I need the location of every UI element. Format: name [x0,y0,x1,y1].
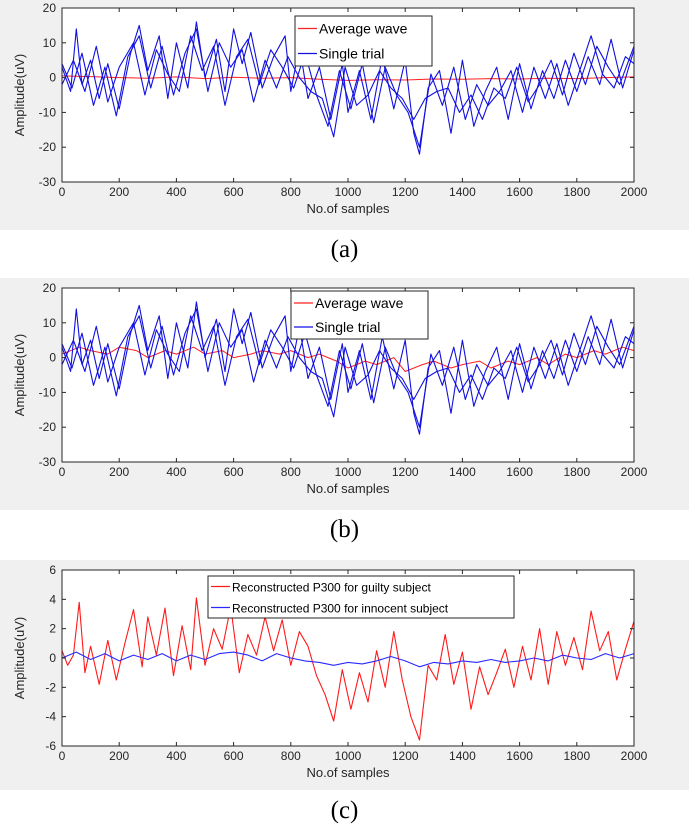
x-axis-label: No.of samples [306,201,390,216]
x-tick-label: 200 [109,749,129,763]
series-line-3 [61,35,635,148]
caption-a: (a) [330,236,359,263]
x-tick-label: 400 [166,465,186,479]
x-tick-label: 0 [59,749,66,763]
chart-a: 0 200 400 600 800 1000 1200 1400 1600 1800 2000-30… [12,1,648,216]
series-line-1 [61,597,635,741]
y-tick-label: 10 [43,316,57,330]
y-tick-label: 20 [43,281,57,295]
y-tick-label: -4 [45,710,56,724]
y-tick-label: -2 [45,680,56,694]
x-tick-label: 200 [109,465,129,479]
series-line-1 [61,75,635,81]
legend-entry: Single trial [319,46,384,62]
x-axis-label: No.of samples [306,765,390,780]
x-tick-label: 2000 [621,185,648,199]
x-tick-label: 400 [166,185,186,199]
y-axis-label: Amplitude(uV) [12,54,27,136]
y-tick-label: -10 [39,105,57,119]
legend-entry: Average wave [319,21,408,37]
y-tick-label: -6 [45,739,56,753]
legend-box [294,15,433,67]
x-tick-label: 0 [59,185,66,199]
series-line-2 [61,301,635,435]
x-tick-label: 1200 [392,749,419,763]
legend-entry: Average wave [315,295,404,311]
x-tick-label: 600 [224,465,244,479]
series-line-1 [61,346,635,372]
x-tick-label: 1800 [563,749,590,763]
y-tick-label: 20 [43,1,57,15]
y-tick-label: 2 [49,622,56,636]
legend-entry: Reconstructed P300 for guilty subject [232,581,431,595]
y-tick-label: -20 [39,140,57,154]
series-line-4 [61,308,635,418]
y-tick-label: -20 [39,420,57,434]
y-tick-label: 4 [49,592,56,606]
y-tick-label: -30 [39,175,57,189]
y-tick-label: 0 [49,71,56,85]
caption-b: (b) [329,516,360,543]
x-tick-label: 800 [281,749,301,763]
legend-entry: Reconstructed P300 for innocent subject [232,602,449,616]
y-axis-label: Amplitude(uV) [12,334,27,416]
x-tick-label: 600 [224,185,244,199]
y-tick-label: 10 [43,36,57,50]
y-tick-label: -10 [39,385,57,399]
x-tick-label: 200 [109,185,129,199]
x-tick-label: 800 [281,185,301,199]
legend-box [207,575,515,619]
x-tick-label: 1600 [506,465,533,479]
x-tick-label: 1200 [392,465,419,479]
legend-entry: Single trial [315,319,380,335]
x-axis-label: No.of samples [306,481,390,496]
series-line-3 [61,315,635,428]
x-tick-label: 1800 [563,465,590,479]
x-tick-label: 1000 [335,749,362,763]
x-tick-label: 1800 [563,185,590,199]
x-tick-label: 0 [59,465,66,479]
x-tick-label: 800 [281,465,301,479]
x-tick-label: 1000 [335,465,362,479]
series-line-2 [61,651,635,668]
y-axis-label: Amplitude(uV) [12,617,27,699]
x-tick-label: 2000 [621,749,648,763]
chart-b: 0 200 400 600 800 1000 1200 1400 1600 1800 2000-30… [12,281,648,496]
x-tick-label: 1000 [335,185,362,199]
y-tick-label: -30 [39,455,57,469]
y-tick-label: 0 [49,351,56,365]
x-tick-label: 1400 [449,185,476,199]
x-tick-label: 400 [166,749,186,763]
x-tick-label: 2000 [621,465,648,479]
series-line-2 [61,21,635,155]
caption-c: (c) [330,797,359,824]
x-tick-label: 1200 [392,185,419,199]
series-line-4 [61,28,635,138]
y-tick-label: 6 [49,563,56,577]
x-tick-label: 1600 [506,185,533,199]
x-tick-label: 1400 [449,749,476,763]
x-tick-label: 1400 [449,465,476,479]
chart-c: 0 200 400 600 800 1000 1200 1400 1600 1800 2000 -6 -… [12,563,648,780]
y-tick-label: 0 [49,651,56,665]
x-tick-label: 1600 [506,749,533,763]
legend-box [290,290,429,340]
x-tick-label: 600 [224,749,244,763]
